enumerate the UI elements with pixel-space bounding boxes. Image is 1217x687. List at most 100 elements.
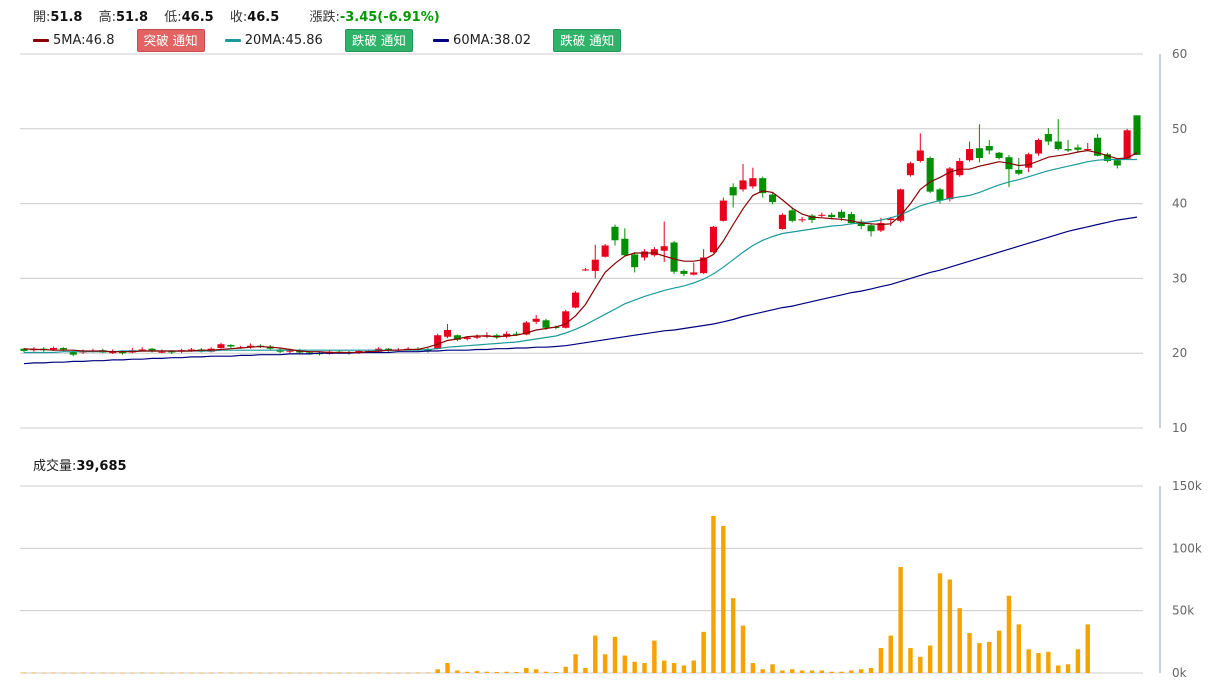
volume-bar	[642, 663, 647, 673]
candle-body	[897, 189, 905, 221]
volume-bar	[662, 660, 667, 673]
volume-bar	[21, 672, 27, 674]
candle-body	[532, 318, 540, 322]
volume-value: 39,685	[76, 459, 127, 474]
volume-bar	[632, 661, 637, 673]
volume-bar	[61, 672, 66, 674]
candle-body	[906, 163, 915, 176]
volume-bar	[711, 515, 716, 673]
volume-bar	[376, 672, 381, 674]
candle-body	[1123, 130, 1131, 159]
candle-body	[1074, 147, 1082, 150]
volume-bar	[327, 672, 332, 674]
volume-bar	[691, 660, 696, 673]
candle-body	[778, 214, 786, 230]
candle-body	[453, 335, 461, 340]
ma60-legend: 60MA:38.02	[433, 33, 531, 48]
volume-bar	[563, 666, 568, 673]
ma20-line	[24, 158, 1137, 354]
candle-body	[798, 219, 806, 221]
volume-bar	[1036, 653, 1041, 673]
price-tick-label: 60	[1172, 47, 1187, 61]
volume-bar	[1055, 665, 1061, 673]
volume-bar	[484, 671, 490, 673]
candle-body	[640, 251, 649, 258]
volume-bar	[268, 672, 273, 674]
volume-bar	[199, 672, 204, 674]
volume-bar	[937, 573, 943, 673]
ma5-legend: 5MA:46.8	[33, 33, 114, 48]
candle-body	[985, 146, 993, 151]
volume-bar	[957, 608, 962, 673]
candle-body	[1064, 148, 1072, 151]
candle-body	[591, 259, 599, 271]
candle-body	[1054, 141, 1062, 149]
volume-bar	[396, 672, 401, 674]
volume-bar	[1065, 664, 1071, 673]
volume-bar	[1016, 624, 1022, 673]
volume-bar	[80, 672, 86, 674]
ma60-line	[23, 216, 1138, 365]
candle-body	[601, 245, 609, 257]
volume-tick-label: 50k	[1172, 604, 1194, 618]
candle-body	[621, 238, 629, 256]
volume-bar	[533, 669, 539, 673]
ma20-breakdown-notify-button[interactable]: 跌破 通知	[344, 29, 413, 52]
price-tick-label: 10	[1172, 421, 1187, 435]
volume-bar	[405, 672, 411, 674]
volume-bar	[149, 672, 155, 674]
volume-bar	[898, 567, 903, 673]
candle-body	[847, 214, 855, 224]
ma60-breakdown-notify-button[interactable]: 跌破 通知	[553, 29, 622, 52]
candle-body	[50, 347, 58, 350]
volume-bar	[435, 669, 440, 673]
candle-body	[434, 335, 442, 349]
volume-bar	[110, 672, 115, 674]
volume-bar	[514, 672, 519, 673]
volume-bar	[100, 672, 106, 674]
volume-bar	[583, 668, 588, 673]
volume-bar	[918, 656, 923, 673]
volume-bar	[701, 631, 706, 673]
volume-bar	[159, 672, 165, 674]
ma5-breakout-notify-button[interactable]: 突破 通知	[136, 29, 205, 52]
candle-body	[443, 330, 452, 337]
price-tick-label: 50	[1172, 122, 1187, 136]
volume-bar	[849, 670, 854, 673]
candle-body	[148, 348, 156, 351]
candle-body	[572, 292, 580, 308]
volume-bar	[71, 672, 76, 674]
candle-body	[168, 350, 176, 353]
candle-body	[1044, 134, 1052, 142]
candle-body	[995, 152, 1003, 158]
volume-bar	[612, 636, 618, 673]
volume-bar	[228, 672, 234, 674]
volume-bar	[208, 672, 214, 674]
candle-body	[59, 347, 67, 350]
candle-body	[867, 225, 875, 232]
volume-bar	[130, 672, 135, 674]
candle-body	[749, 178, 757, 187]
volume-bar	[169, 672, 174, 674]
volume-tick-label: 100k	[1172, 541, 1202, 555]
volume-bar	[41, 672, 46, 674]
ma-legend: 5MA:46.8 突破 通知 20MA:45.86 跌破 通知 60MA:38.…	[33, 29, 637, 52]
ma5-line	[23, 149, 1138, 354]
volume-bar	[790, 669, 795, 673]
candle-body	[227, 344, 235, 347]
volume-bar	[425, 672, 431, 674]
candle-body	[217, 344, 225, 348]
volume-bar	[120, 672, 125, 674]
volume-bar	[90, 672, 96, 674]
candle-body	[1133, 115, 1141, 155]
volume-bar	[1085, 624, 1090, 673]
volume-label: 成交量:	[33, 459, 77, 474]
candle-body	[709, 226, 718, 253]
candle-body	[837, 211, 846, 218]
candle-body	[916, 150, 924, 161]
candle-body	[562, 311, 570, 328]
candle-body	[581, 269, 589, 271]
volume-bar	[671, 663, 677, 673]
candle-body	[1084, 148, 1092, 150]
volume-bar	[1006, 595, 1012, 673]
